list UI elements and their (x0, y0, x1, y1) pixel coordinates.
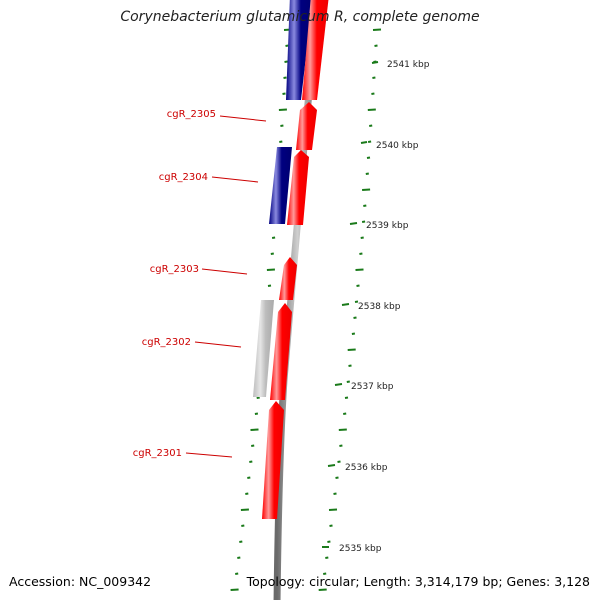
minor-tick (361, 220, 366, 223)
minor-tick (335, 476, 339, 479)
minor-tick (251, 444, 255, 447)
minor-tick (366, 156, 371, 159)
scale-tick-mark (371, 61, 379, 64)
minor-tick (282, 92, 286, 95)
minor-tick (256, 396, 260, 399)
minor-tick (239, 540, 243, 543)
gene-label-cgR_2303: cgR_2303 (150, 264, 199, 275)
gene-label-cgR_2304: cgR_2304 (159, 172, 208, 183)
minor-tick (237, 556, 241, 559)
minor-tick (346, 380, 350, 383)
scale-tick-label: 2540 kbp (376, 141, 419, 151)
scale-tick-label: 2537 kbp (351, 382, 394, 392)
minor-tick (285, 44, 289, 47)
gene-label-cgR_2302: cgR_2302 (142, 337, 191, 348)
minor-tick (266, 268, 275, 271)
minor-tick (372, 28, 382, 31)
forward-gene-cgR_2305 (296, 102, 317, 150)
forward-gene-2 (287, 150, 309, 225)
forward-gene-cgR_2303 (279, 257, 297, 300)
minor-tick (339, 444, 343, 447)
minor-tick (343, 412, 347, 415)
minor-tick (240, 508, 249, 511)
label-leader (194, 341, 242, 348)
minor-tick (356, 284, 360, 287)
minor-tick (362, 188, 371, 191)
minor-tick (245, 492, 249, 495)
page-title: Corynebacterium glutamicum R, complete g… (120, 9, 480, 25)
reverse-gene-1 (286, 0, 313, 100)
scale-tick-label: 2538 kbp (358, 302, 401, 312)
forward-gene-cgR_2302 (270, 303, 292, 400)
reverse-gene-cgR_2304 (269, 147, 292, 224)
minor-tick (367, 140, 372, 143)
other-feature-grey (253, 300, 274, 397)
scale-tick-mark (327, 464, 336, 467)
minor-tick (371, 92, 375, 95)
minor-tick (250, 428, 259, 431)
minor-tick (323, 572, 327, 575)
minor-tick (280, 124, 284, 127)
minor-tick (344, 396, 349, 399)
scale-tick-mark (334, 383, 343, 386)
minor-tick (355, 268, 364, 271)
minor-tick (230, 588, 239, 591)
scale-tick-label: 2539 kbp (366, 221, 409, 231)
scale-tick-label: 2541 kbp (387, 60, 430, 70)
minor-tick (267, 284, 272, 287)
minor-tick (374, 44, 378, 47)
minor-tick (329, 524, 333, 527)
minor-tick (372, 76, 376, 79)
minor-tick (348, 364, 352, 367)
minor-tick (325, 556, 329, 559)
genome-summary-text: Topology: circular; Length: 3,314,179 bp… (246, 574, 590, 589)
minor-tick (278, 108, 287, 111)
minor-tick (328, 508, 338, 511)
label-leader (211, 176, 259, 183)
minor-tick (363, 204, 367, 207)
accession-text: Accession: NC_009342 (9, 574, 152, 589)
minor-tick (353, 316, 357, 319)
minor-tick (367, 108, 376, 111)
scale-tick-label: 2535 kbp (339, 544, 382, 554)
scale-tick-mark (349, 222, 358, 225)
gene-label-cgR_2305: cgR_2305 (167, 109, 216, 120)
minor-tick (254, 412, 259, 415)
scale-ticks: 2541 kbp 2540 kbp 2539 kbp 2538 kbp 2537… (322, 60, 430, 554)
minor-tick (359, 252, 363, 255)
minor-tick (241, 524, 245, 527)
minor-tick (333, 492, 337, 495)
scale-tick-mark (360, 141, 368, 144)
minor-tick (279, 140, 283, 143)
label-leader (185, 452, 233, 458)
minor-tick (318, 588, 327, 591)
minor-tick (347, 348, 356, 351)
minor-tick (354, 300, 359, 303)
label-leader (219, 115, 267, 122)
minor-tick (270, 252, 274, 255)
scale-tick-label: 2536 kbp (345, 463, 388, 473)
scale-tick-mark (341, 303, 350, 306)
minor-tick (247, 476, 251, 479)
gene-label-cgR_2301: cgR_2301 (133, 448, 182, 459)
minor-tick (249, 460, 253, 463)
forward-gene-cgR_2301 (262, 401, 284, 519)
minor-tick (338, 428, 347, 431)
minor-tick (365, 172, 369, 175)
label-leader (201, 268, 248, 275)
minor-tick (360, 236, 364, 239)
gene-labels: cgR_2305 cgR_2304 cgR_2303 cgR_2302 cgR_… (133, 109, 267, 459)
minor-tick (327, 540, 331, 543)
minor-tick (271, 236, 276, 239)
forward-gene-1 (302, 0, 329, 100)
minor-tick (283, 76, 287, 79)
minor-tick (284, 60, 288, 63)
minor-tick (337, 460, 341, 463)
minor-tick (369, 124, 373, 127)
minor-tick (351, 332, 356, 335)
minor-tick (235, 572, 239, 575)
